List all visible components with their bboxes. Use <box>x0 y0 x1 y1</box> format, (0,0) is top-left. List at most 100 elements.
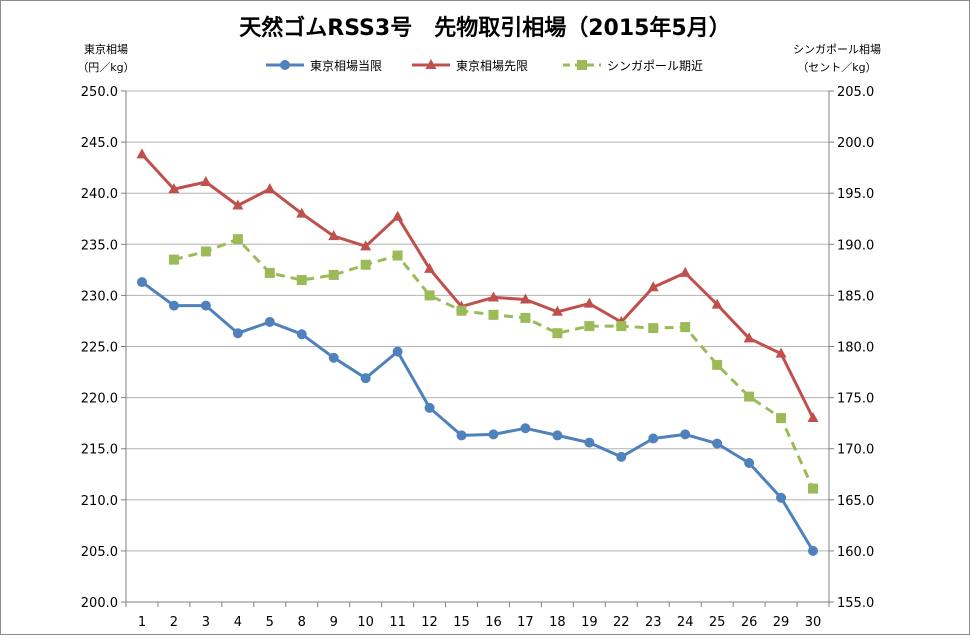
x-tick-label: 24 <box>677 615 694 630</box>
series-1-point <box>360 373 371 384</box>
x-tick-label: 10 <box>357 615 374 630</box>
x-tick-label: 19 <box>581 615 598 630</box>
right-tick-label: 205.0 <box>837 85 874 100</box>
series-1-point <box>712 438 723 449</box>
series-3-point <box>808 483 819 494</box>
right-tick-label: 200.0 <box>837 136 874 151</box>
series-1-point <box>616 451 627 462</box>
legend-marker-3 <box>577 60 587 70</box>
gridlines <box>126 90 829 552</box>
series-3-point <box>776 413 787 424</box>
legend: 東京相場当限 東京相場先限 シンガポール期近 <box>266 59 703 73</box>
x-tick-label: 18 <box>549 615 566 630</box>
x-tick-label: 11 <box>389 615 406 630</box>
series-1-point <box>520 423 531 434</box>
right-tick-label: 180.0 <box>837 341 874 356</box>
series-1-point <box>424 402 435 413</box>
series-1-point <box>456 430 467 441</box>
right-tick-label: 155.0 <box>837 596 874 611</box>
series-layer <box>136 148 819 556</box>
series-1-point <box>232 328 243 339</box>
series-2-point <box>551 305 563 316</box>
left-tick-label: 245.0 <box>81 136 118 151</box>
legend-label-2: 東京相場先限 <box>456 59 528 73</box>
x-tick-label: 25 <box>709 615 726 630</box>
series-2-point <box>136 148 148 159</box>
x-tick-label: 8 <box>298 615 306 630</box>
series-3-point <box>200 246 211 257</box>
left-tick-label: 225.0 <box>81 341 118 356</box>
series-2-point <box>807 412 819 423</box>
right-tick-label: 175.0 <box>837 392 874 407</box>
series-1-point <box>648 433 659 444</box>
series-line-2 <box>140 153 815 419</box>
right-axis-ticks: 155.0 160.0 165.0 170.0 175.0 180.0 185.0 190.0… <box>837 85 874 611</box>
series-1-point <box>584 437 595 448</box>
x-tick-label: 16 <box>485 615 502 630</box>
series-2-point <box>392 210 404 221</box>
series-2-point <box>519 293 531 304</box>
legend-label-3: シンガポール期近 <box>607 59 703 73</box>
right-tick-label: 195.0 <box>837 187 874 202</box>
series-3-point <box>552 328 563 339</box>
series-3-point <box>232 234 243 245</box>
series-2-point <box>296 207 308 218</box>
x-tick-label: 15 <box>453 615 470 630</box>
x-tick-label: 29 <box>773 615 790 630</box>
series-1-point <box>488 429 499 440</box>
series-2-point <box>232 199 244 210</box>
left-axis-title-line2: （円／kg） <box>77 61 134 74</box>
series-3-point <box>296 275 307 286</box>
x-tick-label: 12 <box>421 615 438 630</box>
right-tick-label: 185.0 <box>837 289 874 304</box>
series-2-point <box>647 281 659 292</box>
series-2-point <box>424 262 436 273</box>
series-2-point <box>264 183 276 194</box>
legend-marker-1 <box>280 60 290 70</box>
series-3-point <box>328 269 339 280</box>
series-3-point <box>584 321 595 332</box>
x-tick-label: 3 <box>202 615 210 630</box>
left-tick-label: 210.0 <box>81 494 118 509</box>
x-tick-label: 23 <box>645 615 662 630</box>
series-2-point <box>583 297 595 308</box>
right-tick-label: 170.0 <box>837 443 874 458</box>
x-tick-label: 17 <box>517 615 534 630</box>
x-axis-ticks: 1 2 3 4 5 8 9 10 11 12 15 16 17 18 19 22 23 24 25 26 29 30 <box>138 615 821 630</box>
series-1-point <box>744 458 755 469</box>
series-2-point <box>679 266 691 277</box>
series-1-point <box>776 492 787 503</box>
series-2-point <box>743 332 755 343</box>
series-3-point <box>360 259 371 270</box>
left-tick-label: 200.0 <box>81 596 118 611</box>
series-1-point <box>552 430 563 441</box>
series-3-point <box>616 321 627 332</box>
x-tick-label: 22 <box>613 615 630 630</box>
left-tick-label: 250.0 <box>81 85 118 100</box>
series-line-1 <box>141 280 815 552</box>
left-tick-label: 235.0 <box>81 238 118 253</box>
x-tick-label: 26 <box>741 615 758 630</box>
series-2-point <box>711 298 723 309</box>
right-tick-label: 160.0 <box>837 545 874 560</box>
series-2-point <box>360 240 372 251</box>
series-2-point <box>775 347 787 358</box>
series-1-point <box>680 429 691 440</box>
x-tick-label: 5 <box>266 615 274 630</box>
series-3-point <box>392 250 403 261</box>
series-3-point <box>680 322 691 333</box>
legend-label-1: 東京相場当限 <box>310 59 382 73</box>
left-tick-label: 205.0 <box>81 545 118 560</box>
series-1-point <box>264 316 275 327</box>
series-2-point <box>328 230 340 241</box>
x-tick-label: 30 <box>805 615 822 630</box>
series-3-point <box>424 290 435 301</box>
right-tick-label: 190.0 <box>837 238 874 253</box>
series-3-point <box>488 309 499 320</box>
series-1-point <box>168 300 179 311</box>
right-axis-title-line1: シンガポール相場 <box>793 43 881 56</box>
axes <box>121 90 834 607</box>
legend-marker-2 <box>425 59 437 69</box>
